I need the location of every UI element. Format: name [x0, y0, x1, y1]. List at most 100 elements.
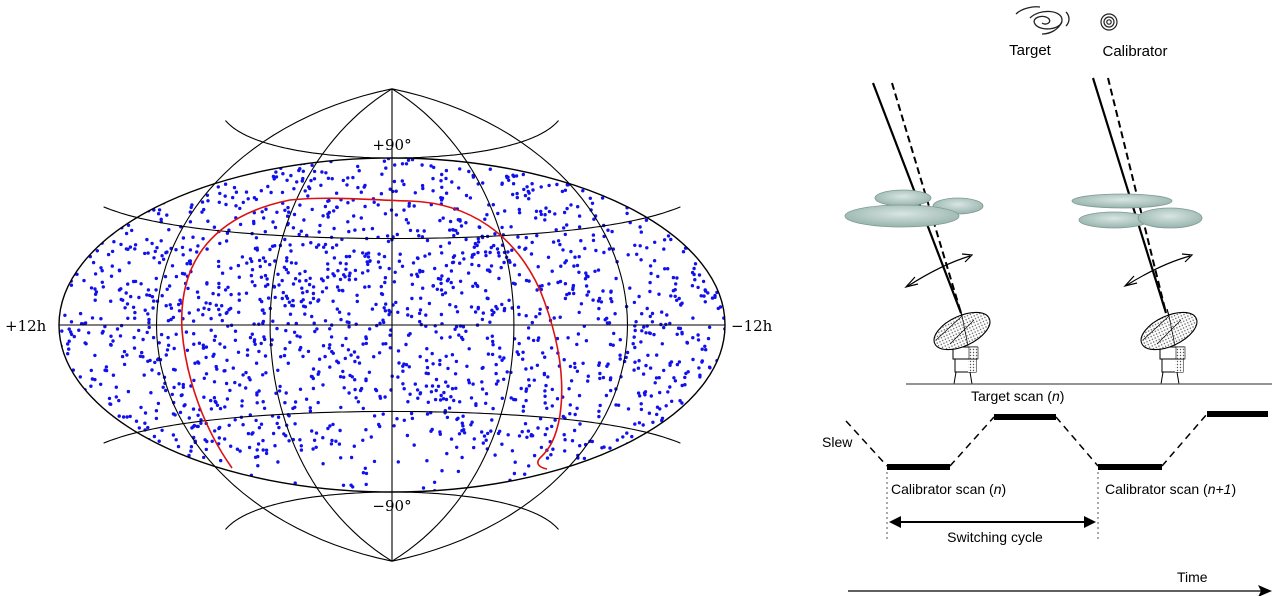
sky-point	[133, 310, 137, 315]
sky-point	[314, 445, 318, 449]
sky-point	[490, 308, 494, 312]
sky-point	[367, 284, 371, 289]
sky-point	[311, 117, 314, 120]
sky-point	[317, 114, 320, 117]
sky-point	[569, 379, 574, 383]
sky-point	[347, 312, 351, 316]
sky-point	[683, 423, 688, 427]
sky-point	[706, 336, 711, 341]
sky-point	[383, 280, 387, 285]
sky-point	[402, 418, 406, 422]
sky-point	[344, 267, 348, 271]
sky-point	[420, 153, 423, 156]
sky-point	[225, 231, 230, 235]
sky-point	[264, 448, 269, 452]
sky-point	[420, 163, 424, 167]
sky-point	[432, 117, 435, 120]
sky-point	[426, 546, 429, 549]
sky-point	[338, 261, 343, 265]
sky-point	[655, 353, 659, 357]
sky-point	[676, 218, 681, 222]
sky-point	[609, 388, 613, 393]
sky-point	[699, 399, 703, 404]
sky-point	[618, 338, 622, 342]
sky-point	[104, 365, 109, 369]
sky-point	[376, 203, 380, 207]
sky-point	[277, 389, 282, 393]
sky-point	[410, 416, 415, 421]
sky-point	[263, 354, 268, 358]
sky-point	[204, 372, 209, 376]
sky-point	[338, 277, 343, 282]
sky-point	[283, 347, 287, 351]
sky-point	[170, 172, 175, 176]
sky-point	[614, 276, 618, 281]
sky-point	[610, 299, 614, 304]
sky-point	[536, 426, 540, 430]
sky-point	[502, 260, 506, 265]
sky-point	[514, 158, 518, 161]
sky-point	[189, 166, 194, 170]
sky-point	[447, 241, 452, 245]
sky-point	[470, 253, 475, 257]
sky-point	[253, 246, 258, 251]
sky-point	[405, 433, 410, 438]
sky-point	[93, 287, 97, 291]
sky-point	[287, 439, 291, 443]
sky-point	[300, 286, 304, 290]
sky-point	[308, 276, 312, 280]
sky-point	[567, 387, 571, 391]
sky-point	[378, 396, 383, 400]
sky-point	[611, 343, 615, 347]
sky-point	[543, 213, 547, 217]
sky-point	[308, 409, 313, 413]
sky-point	[244, 510, 247, 513]
sky-point	[172, 385, 176, 390]
sky-point	[209, 328, 213, 332]
sky-point	[527, 378, 531, 382]
sky-point	[223, 437, 227, 441]
sky-point	[372, 355, 376, 359]
sky-point	[489, 145, 492, 148]
sky-point	[321, 214, 325, 218]
sky-point	[429, 390, 434, 394]
sky-point	[454, 129, 457, 132]
sky-point	[504, 140, 507, 143]
sky-point	[363, 285, 367, 289]
sky-point	[167, 284, 172, 288]
sky-point	[523, 193, 528, 198]
sky-point	[408, 332, 412, 336]
sky-point	[431, 127, 434, 130]
sky-point	[170, 264, 175, 268]
sky-point	[606, 228, 610, 232]
sky-point	[191, 235, 195, 239]
sky-point	[212, 352, 216, 356]
sky-point	[672, 421, 676, 425]
sky-point	[633, 345, 637, 350]
sky-point	[410, 282, 415, 286]
sky-point	[288, 312, 293, 316]
sky-point	[646, 353, 650, 357]
sky-point	[285, 178, 289, 182]
sky-point	[216, 185, 220, 189]
sky-point	[537, 336, 541, 340]
sky-point	[275, 326, 279, 331]
sky-point	[438, 430, 442, 434]
sky-point	[202, 306, 206, 310]
sky-point	[611, 173, 616, 177]
sky-point	[543, 432, 547, 437]
sky-point	[288, 340, 292, 344]
sky-point	[291, 304, 296, 308]
sky-point	[700, 360, 704, 364]
sky-point	[547, 183, 551, 188]
sky-point	[669, 237, 673, 242]
sky-point	[251, 522, 254, 525]
sky-point	[382, 306, 386, 310]
sky-point	[227, 423, 231, 427]
sky-point	[467, 347, 471, 351]
sky-point	[301, 298, 305, 302]
sky-point	[368, 537, 371, 540]
sky-point	[416, 530, 419, 533]
sky-point	[714, 373, 719, 377]
sky-point	[254, 361, 259, 365]
